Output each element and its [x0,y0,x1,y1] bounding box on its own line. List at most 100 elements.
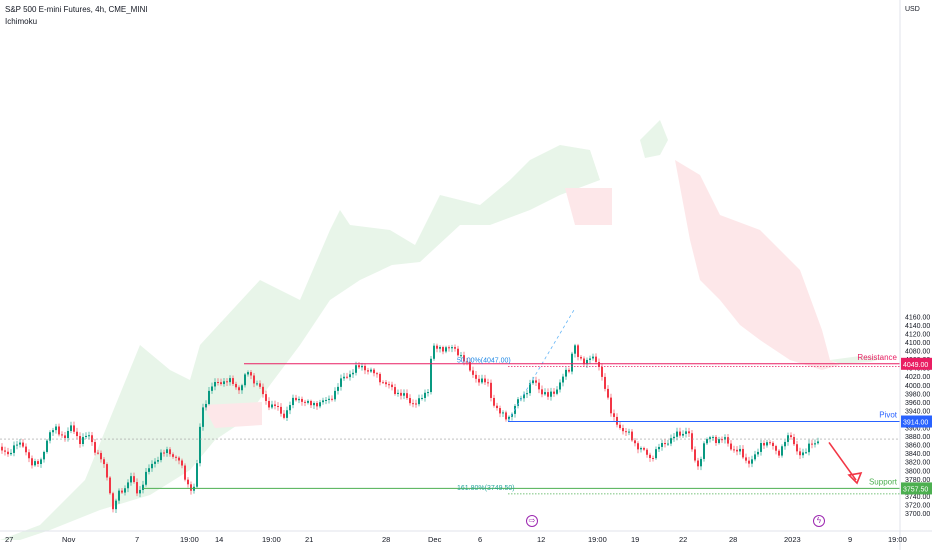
candle-body [394,387,396,394]
y-tick-label: 3720.00 [905,502,930,509]
candle-body [673,436,675,439]
candle-body [4,450,6,452]
y-tick-label: 4080.00 [905,349,930,356]
candle-body [376,373,378,375]
candle-body [553,391,555,394]
candle-body [154,461,156,464]
candle-body [283,413,285,418]
candle-body [127,482,129,489]
candle-body [52,430,54,433]
candle-body [76,431,78,437]
candle-body [337,386,339,391]
candle-body [328,398,330,400]
candle-body [121,490,123,493]
indicator-label[interactable]: Ichimoku [5,17,38,26]
candle-body [793,437,795,445]
cloud-region [565,188,612,225]
candle-body [709,437,711,440]
candle-body [40,459,42,464]
candle-body [811,443,813,445]
candle-body [643,447,645,450]
candle-body [718,439,720,444]
candle-body [46,440,48,452]
candle-body [109,477,111,494]
candle-body [430,358,432,393]
candle-body [82,437,84,445]
candle-body [580,356,582,359]
currency-label: USD [905,6,920,13]
y-tick-label: 4140.00 [905,323,930,330]
candle-body [502,412,504,414]
candle-body [802,452,804,456]
candle-body [421,397,423,399]
y-tick-label: 3700.00 [905,511,930,518]
candle-body [631,431,633,441]
y-tick-label: 3940.00 [905,408,930,415]
candle-body [115,500,117,510]
candle-body [349,374,351,378]
candle-body [214,382,216,387]
candle-body [184,465,186,480]
y-tick-label: 4020.00 [905,374,930,381]
candle-body [316,402,318,407]
candle-body [751,459,753,464]
candle-body [583,358,585,365]
candle-body [373,369,375,374]
candle-body [85,435,87,438]
lightning-icon[interactable]: ϟ [813,515,825,527]
candle-body [22,442,24,447]
candle-body [199,426,201,464]
candle-body [688,431,690,434]
candle-body [730,443,732,450]
x-tick-label: 6 [478,535,482,544]
candle-body [265,394,267,401]
candle-body [292,397,294,406]
candle-body [10,452,12,455]
candle-body [547,392,549,397]
candle-body [772,442,774,447]
candle-body [151,463,153,469]
candle-body [694,449,696,461]
y-tick-label: 3860.00 [905,443,930,450]
candle-body [487,382,489,384]
candle-body [163,452,165,454]
candle-body [379,373,381,383]
candle-body [571,353,573,372]
candle-body [463,355,465,362]
y-tick-label: 3820.00 [905,460,930,467]
candle-body [736,449,738,452]
candle-body [286,410,288,418]
candle-body [760,442,762,452]
candle-body [97,452,99,454]
cloud-region [640,120,668,158]
candle-body [670,438,672,444]
y-tick-label: 4100.00 [905,340,930,347]
candle-body [253,375,255,384]
candle-body [787,435,789,442]
candle-body [439,347,441,349]
y-tick-label: 3960.00 [905,400,930,407]
level-price-tag [901,357,932,370]
fib-level-label: 161.80%(3749.50) [457,485,515,492]
candle-body [208,390,210,404]
candle-body [769,442,771,444]
candle-body [103,459,105,465]
candle-body [196,463,198,487]
dividend-icon[interactable]: ⇨ [526,515,538,527]
candle-body [481,378,483,383]
candle-body [259,383,261,387]
candle-body [568,369,570,372]
candle-body [592,356,594,359]
candle-body [229,378,231,383]
candle-body [367,370,369,372]
candle-body [361,365,363,368]
candle-body [466,361,468,363]
candle-body [757,451,759,455]
candle-body [598,361,600,367]
x-tick-label: 19:00 [888,535,907,544]
candle-body [523,394,525,399]
candle-body [691,433,693,450]
fib-level-label: 50.00%(4047.00) [457,358,511,365]
candle-body [232,378,234,384]
